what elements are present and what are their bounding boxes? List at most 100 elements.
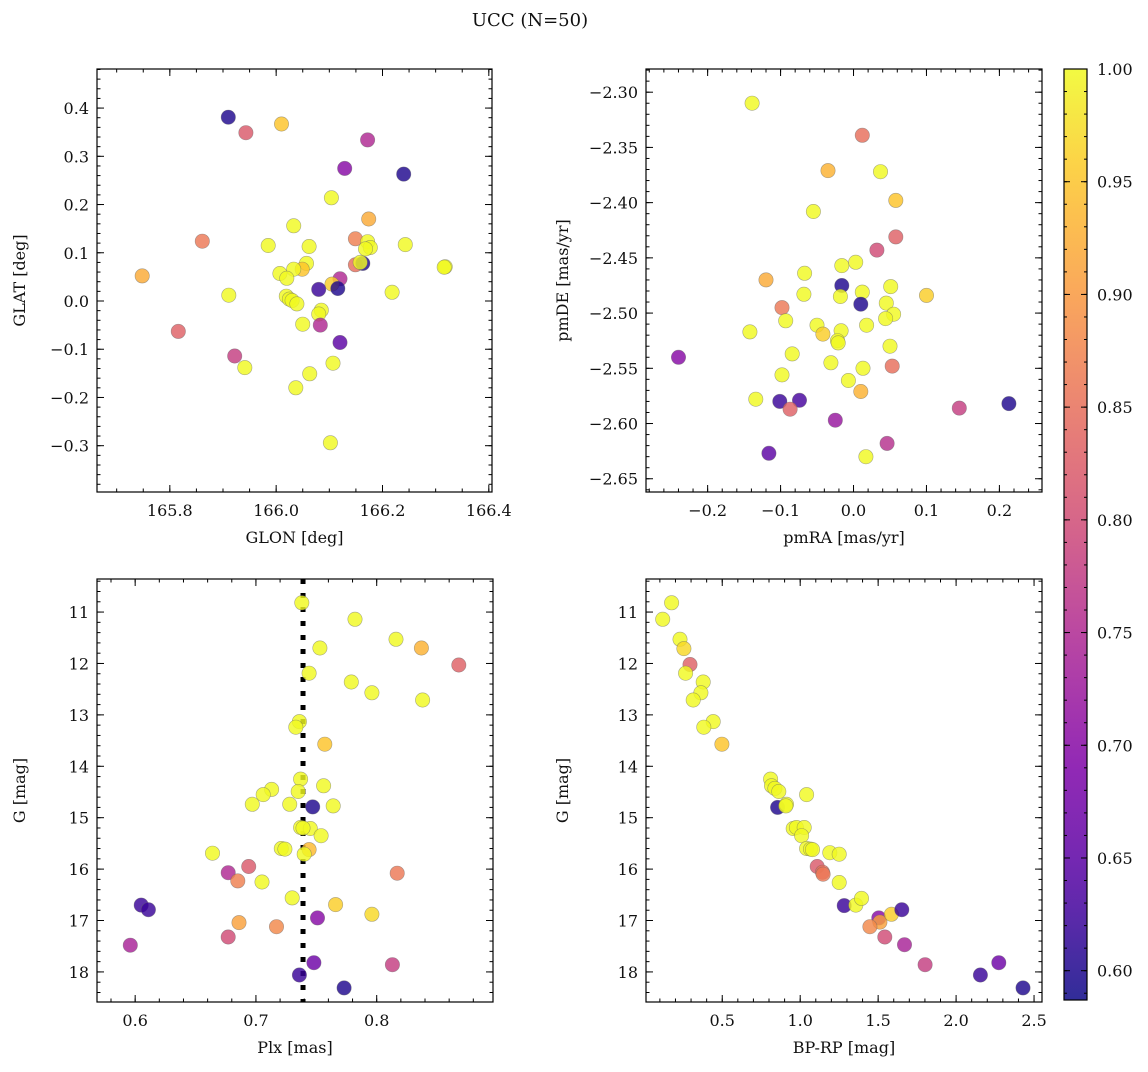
- data-point: [316, 778, 332, 794]
- data-point: [862, 919, 878, 935]
- data-point: [413, 640, 429, 656]
- data-point: [279, 270, 295, 286]
- colorbar-tick-label: 0.70: [1097, 736, 1133, 755]
- data-point: [882, 338, 898, 354]
- data-point: [122, 937, 138, 953]
- data-point: [389, 865, 405, 881]
- data-point: [221, 287, 237, 303]
- scatter-points: [122, 579, 467, 1002]
- panel-glon-glat: 165.8 166.0 166.2 166.4 −0.3 −0.2 −0.1 0.0 0.1 0.…: [10, 68, 512, 547]
- y-tick-label: −2.55: [589, 359, 638, 378]
- data-point: [357, 241, 373, 257]
- data-point: [396, 166, 412, 182]
- data-point: [784, 346, 800, 362]
- x-tick-label: 166.0: [253, 501, 299, 520]
- data-point: [1001, 396, 1017, 412]
- x-tick-label: 1.5: [865, 1011, 890, 1030]
- data-point: [797, 265, 813, 281]
- data-point: [260, 238, 276, 254]
- data-point: [227, 348, 243, 364]
- data-point: [823, 355, 839, 371]
- data-point: [696, 719, 712, 735]
- data-point: [293, 771, 309, 787]
- colorbar-tick-label: 0.85: [1097, 398, 1133, 417]
- data-point: [831, 874, 847, 890]
- data-point: [241, 858, 257, 874]
- x-tick-label: 2.5: [1021, 1011, 1046, 1030]
- data-point: [415, 692, 431, 708]
- data-point: [220, 929, 236, 945]
- x-tick-label: 2.0: [943, 1011, 968, 1030]
- data-point: [255, 787, 271, 803]
- data-point: [244, 796, 260, 812]
- data-point: [323, 190, 339, 206]
- data-point: [853, 296, 869, 312]
- data-point: [664, 595, 680, 611]
- data-point: [778, 313, 794, 329]
- x-tick-label: 165.8: [147, 501, 193, 520]
- data-point: [305, 799, 321, 815]
- data-point: [337, 160, 353, 176]
- y-tick-label: 12: [69, 654, 89, 673]
- y-axis-label: GLAT [deg]: [10, 234, 29, 326]
- data-point: [761, 445, 777, 461]
- data-point: [774, 300, 790, 316]
- data-point: [815, 866, 831, 882]
- data-point: [858, 449, 874, 465]
- figure-title: UCC (N=50): [472, 10, 588, 31]
- data-point: [774, 367, 790, 383]
- data-point: [872, 164, 888, 180]
- data-point: [791, 392, 807, 408]
- data-point: [972, 967, 988, 983]
- data-point: [364, 906, 380, 922]
- data-point: [655, 611, 671, 627]
- data-point: [286, 218, 302, 234]
- y-tick-label: 13: [618, 706, 638, 725]
- scatter-points: [134, 109, 453, 451]
- x-tick-label: 166.2: [360, 501, 406, 520]
- colorbar-tick-label: 0.95: [1097, 173, 1133, 192]
- data-point: [888, 192, 904, 208]
- data-point: [284, 890, 300, 906]
- data-point: [917, 957, 933, 973]
- colorbar-tick-label: 0.65: [1097, 849, 1133, 868]
- x-tick-label: −0.1: [761, 501, 800, 520]
- data-point: [815, 326, 831, 342]
- data-point: [134, 268, 150, 284]
- data-point: [273, 116, 289, 132]
- data-point: [805, 204, 821, 220]
- data-point: [799, 787, 815, 803]
- data-point: [758, 272, 774, 288]
- data-point: [834, 258, 850, 274]
- y-tick-label: −0.1: [50, 340, 89, 359]
- data-point: [951, 400, 967, 416]
- data-point: [879, 435, 895, 451]
- data-point: [336, 980, 352, 996]
- data-point: [896, 937, 912, 953]
- data-point: [918, 287, 934, 303]
- axes-frame: [96, 578, 494, 1003]
- data-point: [436, 259, 452, 275]
- data-point: [771, 783, 787, 799]
- data-point: [1015, 980, 1031, 996]
- data-point: [277, 841, 293, 857]
- y-tick-label: 11: [618, 603, 638, 622]
- data-point: [237, 360, 253, 376]
- data-point: [831, 846, 847, 862]
- data-point: [384, 957, 400, 973]
- axes-frame: [645, 68, 1043, 493]
- data-point: [302, 366, 318, 382]
- data-point: [317, 736, 333, 752]
- data-point: [231, 915, 247, 931]
- data-point: [894, 902, 910, 918]
- data-point: [772, 393, 788, 409]
- data-point: [301, 239, 317, 255]
- data-point: [140, 902, 156, 918]
- y-tick-label: 14: [69, 757, 89, 776]
- data-point: [676, 641, 692, 657]
- y-tick-label: 11: [69, 603, 89, 622]
- data-point: [848, 254, 864, 270]
- colorbar-tick-label: 0.75: [1097, 624, 1133, 643]
- data-point: [859, 317, 875, 333]
- data-point: [855, 360, 871, 376]
